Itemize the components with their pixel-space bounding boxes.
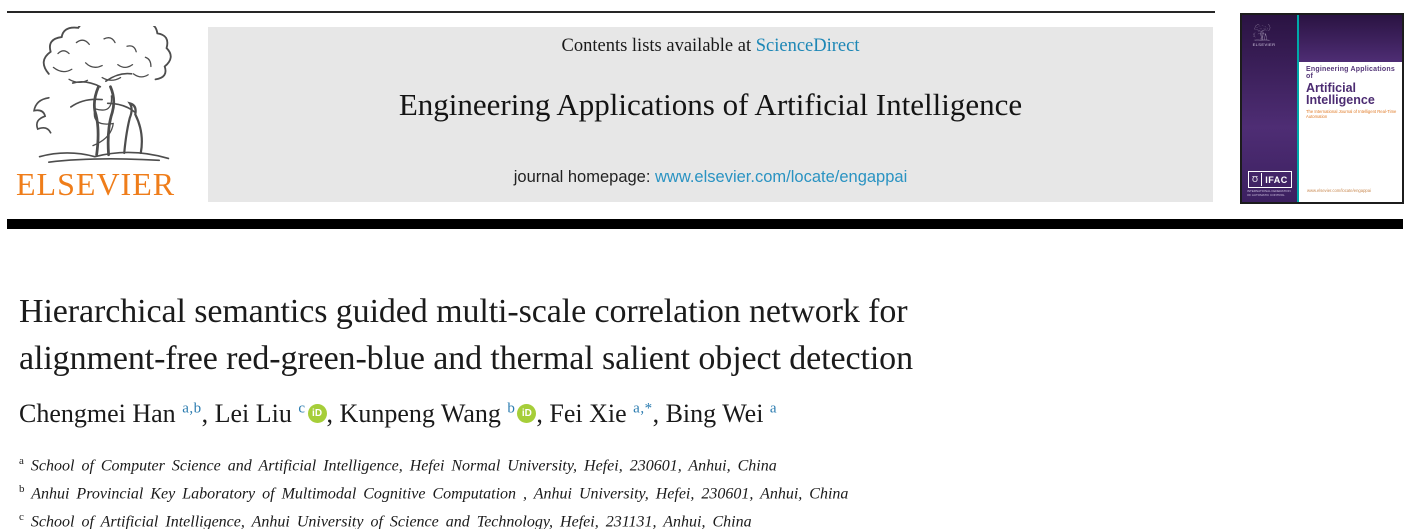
cover-elsevier-caption: ELSEVIER: [1252, 42, 1276, 47]
sciencedirect-link[interactable]: ScienceDirect: [755, 36, 860, 56]
author: Bing Wei a: [665, 399, 778, 428]
author-affiliation-sup: b: [507, 400, 516, 417]
author: Fei Xie a,*: [549, 399, 653, 428]
cover-teal-divider: [1297, 15, 1299, 202]
top-rule: [7, 11, 1215, 13]
author-list: Chengmei Han a,b, Lei Liu c iD, Kunpeng W…: [19, 399, 778, 428]
author-affiliation-sup: a,*: [633, 400, 653, 417]
affiliation-sup: b: [19, 482, 25, 495]
author: Chengmei Han a,b: [19, 399, 202, 428]
affiliation: a School of Computer Science and Artific…: [19, 450, 848, 478]
cover-left-strip: ELSEVIER Ʊ IFAC INTERNATIONAL FEDERATION…: [1242, 15, 1297, 202]
affiliation-sup: a: [19, 455, 24, 467]
homepage-prefix: journal homepage:: [513, 168, 656, 186]
journal-cover-thumbnail[interactable]: ELSEVIER Ʊ IFAC INTERNATIONAL FEDERATION…: [1240, 13, 1404, 204]
ifac-label: IFAC: [1265, 174, 1288, 185]
ifac-symbol-icon: Ʊ: [1249, 173, 1262, 186]
affiliation: c School of Artificial Intelligence, Anh…: [19, 506, 848, 529]
author-affiliation-sup: a,b: [182, 400, 202, 417]
journal-title: Engineering Applications of Artificial I…: [398, 87, 1023, 122]
cover-main-panel: Engineering Applications of Artificial I…: [1299, 15, 1402, 202]
orcid-icon[interactable]: iD: [517, 404, 537, 423]
affiliation-text: School of Computer Science and Artificia…: [23, 457, 777, 475]
author-affiliation-sup: a: [769, 400, 778, 417]
elsevier-wordmark: ELSEVIER: [16, 166, 176, 202]
cover-elsevier-mark-icon: [1251, 24, 1273, 41]
paper-title: Hierarchical semantics guided multi-scal…: [19, 288, 913, 382]
affiliation-list: a School of Computer Science and Artific…: [19, 450, 848, 529]
affiliation-text: School of Artificial Intelligence, Anhui…: [23, 512, 752, 529]
cover-tagline: The International Journal of Intelligent…: [1306, 109, 1397, 119]
affiliation-text: Anhui Provincial Key Laboratory of Multi…: [24, 485, 849, 503]
cover-top-band: [1299, 15, 1402, 62]
paper-title-line1: Hierarchical semantics guided multi-scal…: [19, 293, 908, 330]
cover-title-small: Engineering Applications of: [1306, 66, 1395, 80]
homepage-link[interactable]: www.elsevier.com/locate/engappai: [655, 168, 908, 186]
affiliation-sup: c: [19, 510, 24, 523]
author-affiliation-sup: c: [298, 400, 306, 417]
cover-title-large: Artificial Intelligence: [1306, 81, 1375, 107]
cover-footer-url: www.elsevier.com/locate/engappai: [1307, 188, 1372, 193]
contents-prefix: Contents lists available at: [561, 36, 756, 56]
homepage-line: journal homepage: www.elsevier.com/locat…: [208, 168, 1213, 187]
author: Lei Liu c iD: [215, 399, 327, 428]
author: Kunpeng Wang b iD: [340, 399, 537, 428]
contents-line: Contents lists available at ScienceDirec…: [208, 36, 1213, 57]
ifac-subtitle: INTERNATIONAL FEDERATION OF AUTOMATIC CO…: [1247, 189, 1291, 197]
ifac-logo: Ʊ IFAC: [1248, 171, 1292, 188]
elsevier-tree-icon: [16, 26, 192, 164]
journal-banner: Contents lists available at ScienceDirec…: [208, 27, 1213, 202]
affiliation: b Anhui Provincial Key Laboratory of Mul…: [19, 478, 848, 506]
elsevier-logo[interactable]: ELSEVIER: [16, 26, 201, 206]
orcid-icon[interactable]: iD: [307, 404, 327, 423]
header-divider-bar: [7, 219, 1403, 229]
paper-title-line2: alignment-free red-green-blue and therma…: [19, 340, 913, 377]
